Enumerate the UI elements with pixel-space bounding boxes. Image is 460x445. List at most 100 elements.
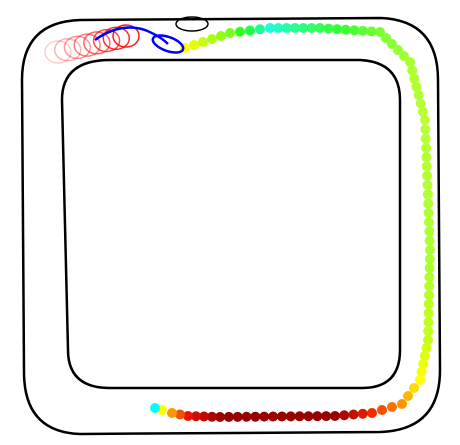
trajectory-dot — [348, 409, 359, 420]
trajectory-dot — [150, 403, 160, 413]
trajectory-dot — [423, 317, 434, 327]
trajectory-dot — [421, 161, 432, 172]
trajectory-dot — [418, 359, 429, 369]
trajectory-dot — [421, 343, 432, 353]
trajectory-dot — [409, 383, 419, 393]
heading-line — [94, 26, 169, 45]
trajectory-dot — [223, 411, 234, 422]
trajectory-dot — [167, 408, 177, 418]
trajectory-dot — [323, 23, 334, 34]
trajectory-dot — [312, 411, 323, 422]
trajectory-dot — [259, 411, 270, 422]
trajectory-dot — [349, 25, 360, 36]
trajectory-dot — [423, 308, 434, 318]
trajectory-dot — [340, 24, 351, 35]
trajectory-dot — [245, 25, 255, 36]
trajectory-dot — [281, 23, 292, 33]
trajectory-dot — [377, 405, 387, 415]
trajectory-dot — [207, 411, 217, 422]
trajectory-dot — [411, 81, 422, 92]
trajectory-dot — [191, 411, 201, 422]
ghost-car — [53, 37, 82, 62]
trajectory-dot — [330, 411, 340, 421]
trajectory-dot — [425, 245, 435, 255]
trajectory-dot — [419, 351, 430, 361]
trajectory-dot — [424, 254, 435, 264]
trajectory-dot — [268, 411, 279, 422]
trajectory-dot — [332, 24, 343, 35]
trajectory-dot — [199, 411, 209, 422]
trajectory-dot — [367, 408, 377, 418]
trajectory-dot — [424, 226, 435, 237]
trajectory-dot — [413, 90, 424, 101]
trajectory-dot — [232, 411, 243, 422]
trajectory-dot — [423, 335, 433, 345]
outer-boundary — [20, 16, 442, 436]
trajectory-dot — [235, 26, 245, 37]
trajectory-dot — [424, 235, 435, 246]
trajectory-dot — [357, 25, 368, 36]
car — [151, 34, 185, 54]
trajectory-dot — [189, 40, 199, 50]
trajectory-dot — [424, 272, 435, 282]
trajectory-dot — [405, 57, 415, 67]
trajectory-dot — [321, 411, 332, 422]
trajectory-dot — [183, 411, 193, 421]
trajectory-dot — [409, 73, 420, 84]
trajectory-dot — [339, 410, 350, 421]
trajectory-dot — [403, 391, 413, 401]
trajectory-dot — [422, 189, 433, 200]
ghost-car — [112, 24, 140, 48]
trajectory-dot — [420, 115, 430, 125]
trajectory-dot — [315, 23, 325, 33]
ghost-car — [73, 33, 101, 57]
trajectory-dot — [423, 299, 434, 309]
trajectory-dot — [415, 375, 425, 385]
trajectory-dot — [387, 402, 397, 412]
trajectory-dot — [417, 106, 428, 117]
trajectory-dot — [397, 399, 407, 409]
trajectory-dot — [416, 367, 427, 377]
trajectory-dot — [422, 170, 433, 181]
trajectory-dot — [290, 23, 300, 33]
trajectory — [150, 23, 435, 422]
trajectory-dot — [423, 326, 434, 336]
trajectory-dot — [357, 408, 368, 419]
trajectory-dot — [175, 409, 185, 420]
trajectory-dot — [407, 65, 418, 76]
ghost-car — [63, 35, 92, 60]
trajectory-dot — [215, 412, 225, 422]
trajectory-dot — [421, 142, 432, 153]
trajectory-dot — [421, 152, 432, 163]
trajectory-dot — [294, 411, 305, 422]
ghost-car — [44, 40, 72, 64]
trajectory-dot — [424, 263, 435, 273]
trajectory-dot — [276, 411, 287, 422]
ghost-car — [92, 28, 121, 53]
trajectory-dot — [273, 23, 284, 33]
ghost-car — [102, 26, 131, 51]
trajectory-dot — [255, 24, 265, 35]
trajectory-dot — [303, 411, 314, 422]
trajectory-dot — [285, 411, 296, 422]
trajectory-dot — [225, 28, 235, 38]
ghost-car — [83, 31, 111, 55]
ghost-trail — [44, 24, 140, 64]
inner-boundary — [60, 58, 402, 390]
trajectory-dot — [306, 23, 317, 33]
trajectory-dot — [298, 23, 309, 33]
trajectory-dot — [216, 31, 226, 41]
trajectory-dot — [366, 26, 377, 37]
marker — [175, 16, 209, 32]
trajectory-dot — [420, 133, 431, 144]
trajectory-dot — [241, 411, 252, 422]
trajectory-dot — [250, 411, 261, 422]
trajectory-dot — [424, 290, 434, 300]
trajectory-dot — [423, 207, 434, 218]
trajectory-dot — [424, 281, 435, 291]
trajectory-dot — [422, 180, 433, 190]
trajectory-dot — [420, 124, 431, 135]
trajectory-dot — [423, 217, 434, 228]
